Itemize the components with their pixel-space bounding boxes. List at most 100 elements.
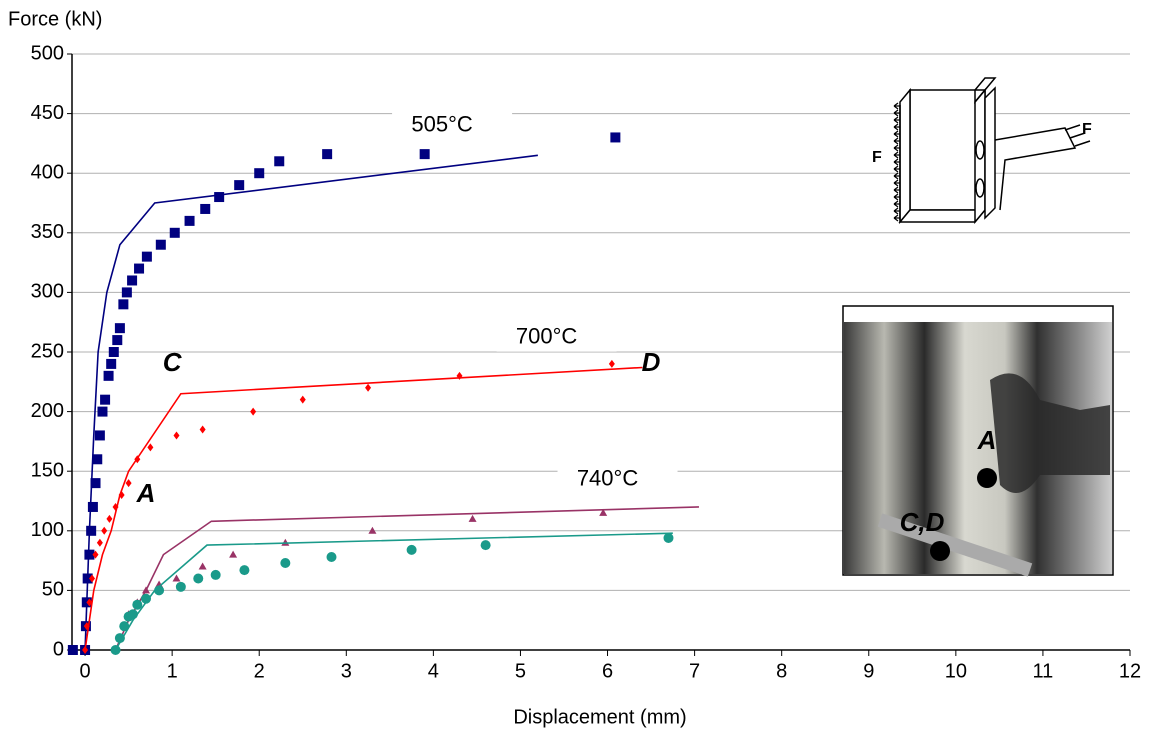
point	[97, 406, 108, 417]
x-tick-label: 9	[863, 660, 874, 682]
point	[121, 287, 132, 298]
point	[67, 645, 78, 655]
point	[663, 532, 674, 543]
point	[299, 395, 306, 404]
inset-label: A	[977, 425, 997, 455]
point	[92, 454, 103, 465]
arrow	[893, 186, 900, 194]
y-tick-label: 50	[42, 579, 64, 601]
arrow	[893, 165, 900, 173]
x-tick-label: 10	[945, 660, 967, 682]
point	[254, 168, 265, 179]
point	[365, 383, 372, 392]
y-tick-label: 150	[31, 459, 64, 481]
point	[90, 478, 101, 489]
point	[106, 514, 113, 523]
arrow	[893, 137, 900, 145]
point	[419, 149, 430, 160]
model-line	[84, 154, 538, 651]
annotation: A	[136, 478, 156, 508]
point	[229, 550, 238, 558]
y-tick-label: 100	[31, 519, 64, 541]
point	[147, 443, 154, 452]
point	[112, 335, 123, 346]
point	[84, 549, 95, 560]
x-tick-label: 5	[515, 660, 526, 682]
x-tick-label: 11	[1033, 660, 1054, 682]
inset-label: C,D	[900, 507, 945, 537]
x-axis-title: Displacement (mm)	[513, 706, 686, 728]
y-tick-label: 500	[31, 42, 64, 64]
y-tick-label: 300	[31, 281, 64, 303]
y-tick-label: 250	[31, 340, 64, 362]
point	[468, 514, 477, 522]
model-line	[84, 366, 643, 651]
arrow	[893, 130, 900, 138]
model-line	[114, 532, 673, 651]
arrow	[893, 144, 900, 152]
point	[193, 573, 204, 584]
point	[101, 526, 108, 535]
grid	[67, 53, 1131, 656]
y-tick-label: 0	[53, 638, 64, 660]
point	[118, 299, 129, 310]
point	[92, 550, 99, 559]
point	[103, 370, 114, 381]
point	[86, 525, 97, 536]
point	[322, 149, 333, 160]
point	[274, 156, 285, 167]
point	[96, 538, 103, 547]
point	[406, 544, 417, 555]
schematic	[898, 77, 1091, 225]
arrow	[893, 179, 900, 187]
label-background	[496, 323, 617, 352]
point	[100, 394, 111, 405]
point	[175, 581, 186, 592]
point	[125, 479, 132, 488]
annotation: D	[642, 347, 661, 377]
point	[114, 633, 125, 644]
y-tick-label: 350	[31, 221, 64, 243]
point	[184, 215, 195, 226]
point	[106, 358, 117, 369]
point	[368, 526, 377, 534]
y-tick-label: 400	[31, 161, 64, 183]
schematic-label: F	[1082, 121, 1092, 138]
point	[239, 565, 250, 576]
arrow	[893, 214, 900, 222]
arrow	[893, 109, 900, 117]
point	[214, 192, 225, 203]
point	[89, 574, 96, 583]
point	[155, 239, 166, 250]
x-tick-label: 3	[341, 660, 352, 682]
point	[198, 562, 207, 570]
point	[250, 407, 257, 416]
point	[132, 599, 143, 610]
annotation: 505°C	[411, 111, 473, 136]
x-tick-label: 7	[689, 660, 700, 682]
point	[108, 347, 119, 357]
annotation: 740°C	[577, 465, 639, 490]
point	[326, 552, 337, 563]
point	[141, 593, 152, 604]
x-tick-label: 12	[1119, 660, 1141, 682]
point	[480, 540, 491, 551]
label-background	[557, 465, 678, 494]
point	[86, 598, 93, 607]
arrow	[893, 200, 900, 208]
plot-area: 505°C 700°C 740°C C D A	[67, 111, 699, 655]
label-background	[392, 111, 513, 140]
x-tick-label: 1	[167, 660, 178, 682]
x-tick-label: 4	[428, 660, 439, 682]
x-tick-label: 6	[602, 660, 613, 682]
arrow	[893, 123, 900, 131]
point	[210, 569, 221, 580]
point	[599, 508, 608, 516]
point	[94, 430, 105, 441]
point	[608, 359, 615, 368]
annotation: C	[163, 347, 183, 377]
arrow	[893, 193, 900, 201]
point	[280, 557, 291, 568]
